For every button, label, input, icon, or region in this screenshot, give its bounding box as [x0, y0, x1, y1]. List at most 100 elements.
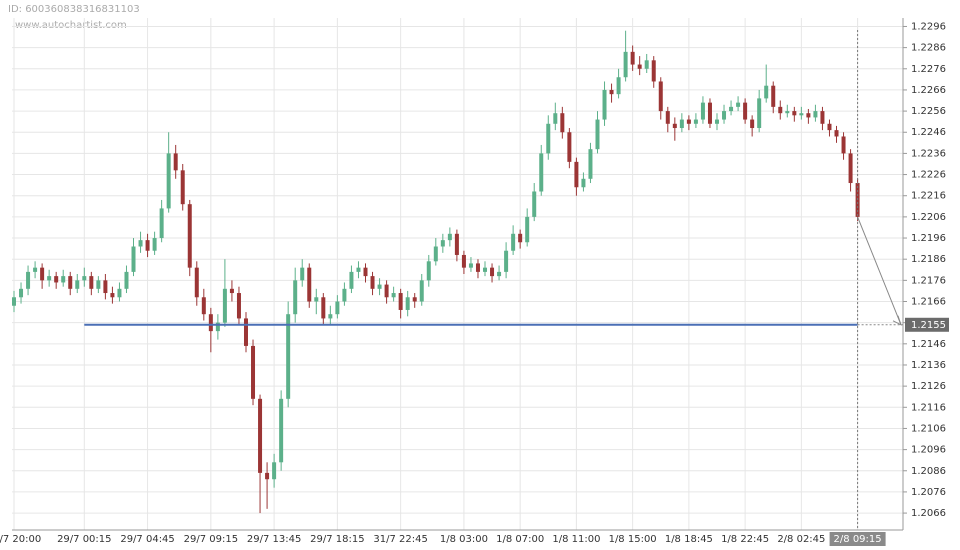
y-tick-label: 1.2096 [911, 445, 946, 456]
candle-body [764, 85, 769, 99]
y-tick-label: 1.2256 [911, 106, 946, 117]
candle-body [679, 119, 684, 129]
candle-body [243, 318, 248, 346]
candle-body [222, 288, 227, 323]
candle-body [19, 288, 24, 298]
candle-body [26, 271, 31, 289]
candle-body [328, 314, 333, 319]
y-tick-label: 1.2286 [911, 43, 946, 54]
candle-body [504, 250, 509, 272]
y-tick-label: 1.2166 [911, 297, 946, 308]
candle-body [729, 106, 734, 112]
candle-body [236, 293, 241, 319]
candle-body [419, 280, 424, 302]
candle-body [166, 153, 171, 209]
y-tick-label: 1.2266 [911, 85, 946, 96]
candle-body [152, 238, 157, 251]
candle-body [468, 263, 473, 268]
candle-body [68, 276, 73, 289]
marks [12, 30, 860, 514]
candle-body [89, 276, 94, 289]
candle-body [279, 398, 284, 463]
candle-body [595, 119, 600, 150]
candle-body [251, 345, 256, 399]
candle-body [342, 288, 347, 302]
candle-body [630, 51, 635, 65]
y-tick-label: 1.2116 [911, 402, 946, 413]
candle-body [173, 153, 178, 171]
candle-body [349, 271, 354, 289]
x-tick-label: 2/8 09:15 [834, 534, 882, 545]
candle-body [110, 293, 115, 298]
candle-body [623, 51, 628, 78]
candle-body [412, 297, 417, 302]
candle-body [841, 136, 846, 154]
candle-body [546, 123, 551, 154]
x-tick-label: 29/7 09:15 [184, 534, 238, 545]
candle-body [61, 276, 66, 283]
y-tick-label: 1.2136 [911, 360, 946, 371]
x-tick-label: 1/8 11:00 [552, 534, 600, 545]
candle-body [335, 301, 340, 315]
candle-body [750, 119, 755, 129]
x-tick-label: 29/7 18:15 [310, 534, 364, 545]
candle-body [187, 204, 192, 268]
candle-body [722, 111, 727, 120]
y-tick-label: 1.2076 [911, 487, 946, 498]
candle-body [827, 123, 832, 131]
current-time-tag [829, 532, 886, 546]
y-tick-label: 1.2106 [911, 423, 946, 434]
y-tick-label: 1.2086 [911, 466, 946, 477]
candle-body [602, 89, 607, 120]
candle-body [567, 132, 572, 162]
candle-body [229, 288, 234, 294]
candle-body [96, 280, 101, 289]
candle-body [616, 77, 621, 95]
candle-body [813, 111, 818, 118]
candle-body [194, 267, 199, 298]
x-tick-label: 1/8 15:00 [609, 534, 657, 545]
candle-body [131, 246, 136, 272]
candle-body [47, 276, 52, 281]
candle-body [398, 293, 403, 310]
candle-body [321, 297, 326, 319]
candle-body [490, 267, 495, 277]
candle-body [293, 280, 298, 315]
candle-body [644, 60, 649, 69]
candle-body [426, 261, 431, 281]
candle-body [307, 267, 312, 302]
candle-body [314, 297, 319, 302]
x-tick-label: 1/8 07:00 [496, 534, 544, 545]
y-tick-label: 1.2196 [911, 233, 946, 244]
candle-body [637, 64, 642, 69]
candle-body [771, 85, 776, 107]
candle-body [40, 267, 45, 281]
candle-body [672, 123, 677, 129]
y-tick-label: 1.2296 [911, 21, 946, 32]
candle-body [363, 267, 368, 277]
y-tick-label: 1.2186 [911, 254, 946, 265]
candle-body [799, 113, 804, 116]
candle-body [518, 233, 523, 243]
x-tick-label: 1/8 22:45 [721, 534, 769, 545]
candle-body [201, 297, 206, 315]
candle-body [82, 276, 87, 281]
candle-body [820, 111, 825, 124]
x-tick-label: 29/7 00:15 [57, 534, 111, 545]
level-label: 1.2155 [911, 320, 946, 331]
y-tick-label: 1.2066 [911, 508, 946, 519]
candle-body [651, 60, 656, 82]
level-tag [905, 317, 949, 332]
y-tick-label: 1.2216 [911, 191, 946, 202]
candle-body [581, 178, 586, 188]
chart-id: ID: 600360838316831103 [8, 4, 140, 15]
candle-body [806, 113, 811, 118]
candle-body [848, 153, 853, 184]
candle-body [574, 161, 579, 188]
candle-body [145, 240, 150, 251]
candle-body [792, 111, 797, 116]
candle-body [103, 280, 108, 294]
candle-body [433, 246, 438, 262]
